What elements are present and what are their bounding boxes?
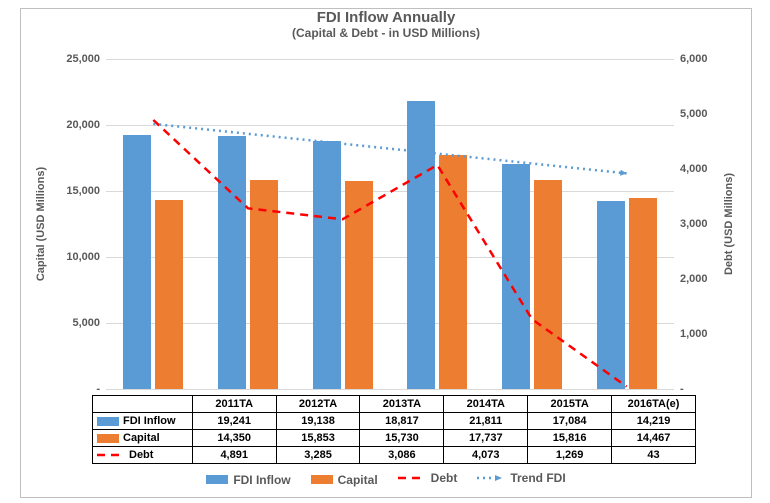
table-row-header: Debt — [93, 447, 193, 464]
legend-label: Capital — [338, 473, 378, 487]
table-cell: 4,073 — [444, 447, 528, 464]
table-cell: 15,816 — [528, 430, 612, 447]
table-cell: 4,891 — [192, 447, 276, 464]
table-row: Capital14,35015,85315,73017,73715,81614,… — [93, 430, 696, 447]
plot-area: -5,00010,00015,00020,00025,000-1,0002,00… — [106, 59, 674, 389]
legend-item: Trend FDI — [477, 471, 565, 485]
series-swatch-icon — [97, 417, 119, 426]
table-cell: 19,138 — [276, 413, 360, 430]
bar-fdi — [597, 201, 625, 389]
line-trend-arrow — [620, 170, 627, 176]
table-cell: 21,811 — [444, 413, 528, 430]
left-tick: 20,000 — [66, 119, 100, 131]
left-tick: 10,000 — [66, 251, 100, 263]
legend-swatch-icon — [311, 475, 333, 484]
bar-capital — [439, 155, 467, 389]
table-cell: 17,084 — [528, 413, 612, 430]
chart-container: FDI Inflow Annually (Capital & Debt - in… — [20, 8, 752, 498]
table-header-row: 2011TA2012TA2013TA2014TA2015TA2016TA(e) — [93, 396, 696, 413]
gridline — [106, 59, 674, 60]
gridline — [106, 257, 674, 258]
data-table: 2011TA2012TA2013TA2014TA2015TA2016TA(e)F… — [92, 395, 696, 464]
table-cell: 15,730 — [360, 430, 444, 447]
bar-capital — [629, 198, 657, 389]
legend-label: Debt — [431, 471, 458, 485]
table-cell: 3,086 — [360, 447, 444, 464]
table-cell: 3,285 — [276, 447, 360, 464]
left-axis-label: Capital (USD Millions) — [35, 167, 47, 281]
table-category: 2014TA — [444, 396, 528, 413]
bar-fdi — [313, 141, 341, 389]
table-cell: 14,467 — [612, 430, 696, 447]
legend-line-icon — [398, 472, 426, 484]
gridline — [106, 125, 674, 126]
table-row: Debt4,8913,2853,0864,0731,26943 — [93, 447, 696, 464]
bar-capital — [534, 180, 562, 389]
bar-capital — [345, 181, 373, 389]
right-tick: 2,000 — [680, 273, 708, 285]
left-tick: - — [96, 383, 100, 395]
table-corner — [93, 396, 193, 413]
table-cell: 1,269 — [528, 447, 612, 464]
table-row-header: Capital — [93, 430, 193, 447]
series-swatch-icon — [97, 434, 119, 443]
right-axis-label: Debt (USD Millions) — [723, 173, 735, 275]
table-category: 2015TA — [528, 396, 612, 413]
legend-item: FDI Inflow — [206, 473, 290, 487]
table-cell: 14,219 — [612, 413, 696, 430]
table-cell: 43 — [612, 447, 696, 464]
bar-fdi — [218, 136, 246, 389]
chart-subtitle: (Capital & Debt - in USD Millions) — [21, 26, 751, 40]
right-tick: 1,000 — [680, 328, 708, 340]
legend-swatch-icon — [206, 475, 228, 484]
table-category: 2011TA — [192, 396, 276, 413]
bar-capital — [250, 180, 278, 389]
left-tick: 5,000 — [72, 317, 100, 329]
line-overlay — [106, 59, 674, 389]
legend-label: FDI Inflow — [233, 473, 290, 487]
table-cell: 19,241 — [192, 413, 276, 430]
table-cell: 18,817 — [360, 413, 444, 430]
gridline — [106, 389, 674, 390]
gridline — [106, 323, 674, 324]
left-tick: 15,000 — [66, 185, 100, 197]
legend-line-icon — [477, 472, 505, 484]
legend-label: Trend FDI — [510, 471, 565, 485]
legend: FDI Inflow Capital Debt Trend FDI — [21, 471, 751, 487]
legend-item: Capital — [311, 473, 378, 487]
right-tick: 3,000 — [680, 218, 708, 230]
table-category: 2016TA(e) — [612, 396, 696, 413]
chart-title: FDI Inflow Annually — [21, 9, 751, 26]
bar-fdi — [123, 135, 151, 389]
table-category: 2012TA — [276, 396, 360, 413]
series-line-icon — [97, 450, 125, 460]
table-category: 2013TA — [360, 396, 444, 413]
legend-item: Debt — [398, 471, 458, 485]
right-tick: 4,000 — [680, 163, 708, 175]
right-tick: - — [680, 383, 684, 395]
bar-capital — [155, 200, 183, 389]
table-cell: 14,350 — [192, 430, 276, 447]
table-row-header: FDI Inflow — [93, 413, 193, 430]
right-tick: 5,000 — [680, 108, 708, 120]
table-cell: 17,737 — [444, 430, 528, 447]
bar-fdi — [502, 164, 530, 390]
table-cell: 15,853 — [276, 430, 360, 447]
bar-fdi — [407, 101, 435, 389]
gridline — [106, 191, 674, 192]
table-row: FDI Inflow19,24119,13818,81721,81117,084… — [93, 413, 696, 430]
left-tick: 25,000 — [66, 53, 100, 65]
right-tick: 6,000 — [680, 53, 708, 65]
